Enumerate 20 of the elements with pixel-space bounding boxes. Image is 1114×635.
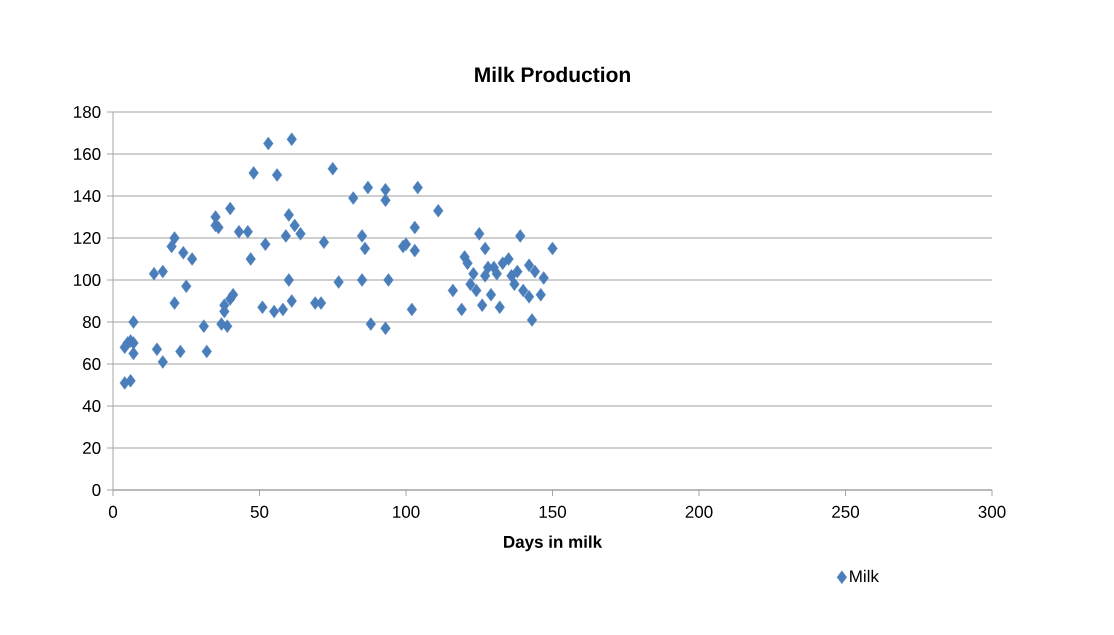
- x-tick-label: 0: [108, 505, 118, 518]
- y-tick-label: 100: [74, 273, 101, 287]
- x-tick-label: 100: [393, 505, 420, 518]
- x-tick-label: 150: [539, 505, 567, 518]
- legend-label: Milk: [850, 569, 879, 583]
- x-tick-label: 200: [685, 505, 713, 518]
- chart-title: Milk Production: [475, 66, 630, 83]
- y-tick-label: 0: [92, 483, 101, 497]
- y-tick-label: 80: [82, 315, 101, 329]
- y-tick-label: 60: [83, 357, 101, 371]
- y-tick-label: 140: [74, 189, 101, 203]
- x-tick-label: 300: [978, 505, 1006, 518]
- y-tick-label: 40: [82, 399, 101, 413]
- y-tick-label: 120: [74, 231, 101, 245]
- y-tick-label: 20: [83, 441, 101, 455]
- x-tick-label: 50: [250, 505, 269, 518]
- x-axis-title: Days in milk: [504, 535, 603, 552]
- y-tick-label: 180: [74, 105, 101, 119]
- x-tick-label: 250: [832, 505, 860, 518]
- y-tick-label: 160: [74, 147, 101, 161]
